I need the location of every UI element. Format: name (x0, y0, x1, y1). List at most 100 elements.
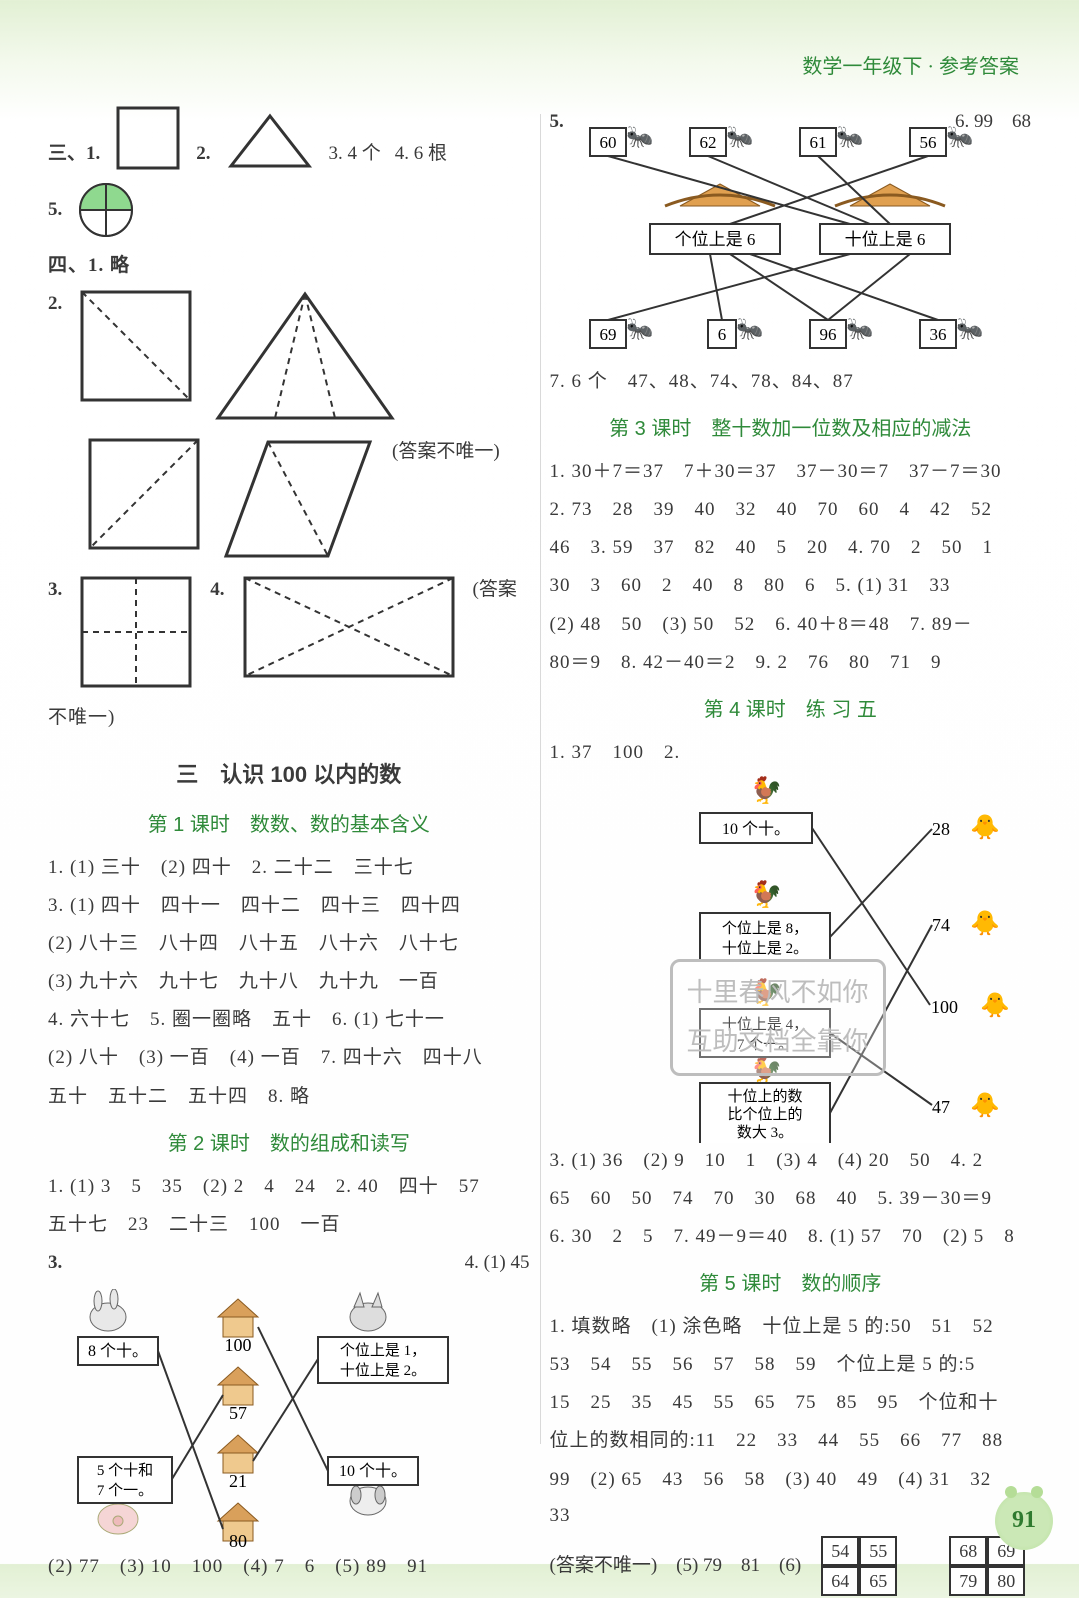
svg-text:21: 21 (229, 1471, 247, 1491)
q4-item2: 2. (48, 286, 62, 322)
svg-text:个位上是 1，: 个位上是 1， (340, 1342, 426, 1359)
lesson4-l3: 65 60 50 74 70 30 68 40 5. 39－30＝9 (550, 1181, 1032, 1217)
q3-row1: 三、1. 2. 3. 4 个 4. 6 根 (48, 104, 530, 172)
svg-text:十位上是 4，: 十位上是 4， (721, 1016, 807, 1033)
lesson5-l5: 99 (2) 65 43 56 58 (3) 40 49 (4) 31 32 3… (550, 1462, 1032, 1534)
matching-diagram-left: 8 个十。 个位上是 1， 十位上是 2。 5 个十和 7 个一。 10 个十。… (48, 1289, 478, 1549)
svg-text:7 个一。: 7 个一。 (97, 1482, 153, 1499)
svg-text:100: 100 (931, 997, 958, 1017)
svg-text:🐜: 🐜 (736, 316, 763, 341)
lesson3-l6: 80＝9 8. 42－40＝2 9. 2 76 80 71 9 (550, 645, 1032, 681)
svg-text:10 个十。: 10 个十。 (721, 820, 789, 838)
chick-icon: 🐥 (970, 909, 1000, 937)
svg-text:比个位上的: 比个位上的 (727, 1106, 802, 1123)
square-diag2-icon (84, 434, 204, 554)
ant-icon: 🐜 (736, 316, 763, 341)
svg-text:🐓: 🐓 (750, 977, 782, 1007)
ant-icon: 🐜 (626, 316, 653, 341)
lesson5-l1: 1. 填数略 (1) 涂色略 十位上是 5 的:50 51 52 (550, 1309, 1032, 1345)
chicken-icon: 🐓 (750, 1055, 782, 1085)
lesson4-l1: 1. 37 100 2. (550, 735, 1032, 771)
svg-text:6: 6 (717, 325, 726, 344)
lesson4-l2: 3. (1) 36 (2) 9 10 1 (3) 4 (4) 20 50 4. … (550, 1143, 1032, 1179)
svg-text:数大 3。: 数大 3。 (736, 1124, 792, 1141)
grid-cell: 68 (949, 1536, 987, 1566)
svg-text:🐜: 🐜 (836, 124, 863, 149)
rect-x-icon (239, 572, 459, 682)
triangle-dashed-icon (210, 286, 400, 426)
grid-1: 54 55 64 65 (821, 1536, 897, 1596)
lesson4-l4: 6. 30 2 5 7. 49－9＝40 8. (1) 57 70 (2) 5 … (550, 1219, 1032, 1255)
svg-text:7 个一。: 7 个一。 (736, 1036, 792, 1053)
lesson5-title: 第 5 课时 数的顺序 (550, 1265, 1032, 1303)
svg-text:十位上的数: 十位上的数 (727, 1088, 802, 1105)
ant-icon: 🐜 (836, 124, 863, 149)
lesson3-l4: 30 3 60 2 40 8 80 6 5. (1) 31 33 (550, 568, 1032, 604)
square-quarter-icon (76, 572, 196, 692)
lesson1-l1: 1. (1) 三十 (2) 四十 2. 二十二 三十七 (48, 850, 530, 886)
chicken-icon: 🐓 (750, 977, 782, 1007)
lesson2-tail: (2) 77 (3) 10 100 (4) 7 6 (5) 89 91 (48, 1549, 530, 1585)
house-21-icon: 21 (218, 1435, 258, 1491)
lesson3-l3: 46 3. 59 37 82 40 5 20 4. 70 2 50 1 (550, 530, 1032, 566)
page-body: 三、1. 2. 3. 4 个 4. 6 根 5. 四、1. 略 (38, 104, 1041, 1504)
dog-icon (350, 1486, 386, 1515)
lesson1-l5: 4. 六十七 5. 圈一圈略 五十 6. (1) 七十一 (48, 1002, 530, 1038)
svg-text:个位上是 6: 个位上是 6 (674, 230, 755, 249)
lesson3-l5: (2) 48 50 (3) 50 52 6. 40＋8＝48 7. 89－ (550, 607, 1032, 643)
q4-note2b: 不唯一) (48, 700, 530, 736)
lesson1-title: 第 1 课时 数数、数的基本含义 (48, 806, 530, 844)
svg-text:🐥: 🐥 (970, 909, 1000, 937)
rabbit-icon (90, 1289, 126, 1331)
lesson1-l4: (3) 九十六 九十七 九十八 九十九 一百 (48, 964, 530, 1000)
svg-text:🐓: 🐓 (750, 879, 782, 909)
lesson5-l6: (答案不唯一) (5) 79 81 (6) (550, 1548, 802, 1584)
house-80-icon: 80 (218, 1503, 258, 1549)
ant-icon: 🐜 (956, 316, 983, 341)
parallelogram-icon (218, 434, 378, 564)
q7-text: 7. 6 个 47、48、74、78、84、87 (550, 364, 1032, 400)
square-diag1-icon (76, 286, 196, 406)
svg-text:十位上是 2。: 十位上是 2。 (340, 1362, 426, 1379)
svg-text:100: 100 (225, 1335, 252, 1355)
lesson3-l2: 2. 73 28 39 40 32 40 70 60 4 42 52 (550, 492, 1032, 528)
ant-icon: 🐜 (846, 316, 873, 341)
svg-text:96: 96 (819, 325, 836, 344)
svg-text:28: 28 (932, 819, 950, 839)
svg-text:🐥: 🐥 (970, 1091, 1000, 1119)
lesson5-l6-row: (答案不唯一) (5) 79 81 (6) 54 55 64 65 68 69 … (550, 1536, 1032, 1596)
page-header: 数学一年级下 · 参考答案 (802, 48, 1019, 86)
q3-row2: 5. (48, 180, 530, 240)
q4-note1: (答案不唯一) (392, 434, 500, 470)
q4-row2: 2. (48, 286, 530, 426)
svg-text:57: 57 (229, 1403, 247, 1423)
q4-row3: 3. 4. (答案 (48, 572, 530, 692)
grid-cell: 65 (859, 1566, 897, 1596)
svg-text:60: 60 (599, 133, 616, 152)
matching-diagram-right: 🐓 🐓 🐓 🐓 10 个十。 个位上是 8， 十位上是 2。 十位上是 4， 7… (550, 773, 1030, 1143)
svg-text:🐜: 🐜 (726, 124, 753, 149)
chick-icon: 🐥 (980, 991, 1010, 1019)
q5-prefix: 5. (550, 104, 564, 140)
half-circle-icon (76, 180, 136, 240)
chick-icon: 🐥 (970, 813, 1000, 841)
svg-text:🐜: 🐜 (626, 316, 653, 341)
chicken-icon: 🐓 (750, 775, 782, 805)
left-column: 三、1. 2. 3. 4 个 4. 6 根 5. 四、1. 略 (38, 104, 540, 1504)
chick-icon: 🐥 (970, 1091, 1000, 1119)
grid-cell: 64 (821, 1566, 859, 1596)
lesson1-l3: (2) 八十三 八十四 八十五 八十六 八十七 (48, 926, 530, 962)
svg-text:5 个十和: 5 个十和 (97, 1462, 153, 1479)
lesson2-l2: 五十七 23 二十三 100 一百 (48, 1207, 530, 1243)
ant-matching-diagram: 🐜 60 🐜 62 🐜 61 🐜 56 个位上是 6 十位上是 6 (550, 114, 1030, 364)
ant-icon: 🐜 (626, 124, 653, 149)
q3-prefix: 三、1. (48, 136, 100, 172)
house-100-icon: 100 (218, 1299, 258, 1355)
svg-text:个位上是 8，: 个位上是 8， (721, 920, 807, 937)
q3-item3: 3. 4 个 (329, 136, 381, 172)
house-57-icon: 57 (218, 1367, 258, 1423)
svg-text:🐥: 🐥 (970, 813, 1000, 841)
lesson3-l1: 1. 30＋7＝37 7＋30＝37 37－30＝7 37－7＝30 (550, 454, 1032, 490)
lesson1-l7: 五十 五十二 五十四 8. 略 (48, 1079, 530, 1115)
svg-text:🐓: 🐓 (750, 1055, 782, 1085)
